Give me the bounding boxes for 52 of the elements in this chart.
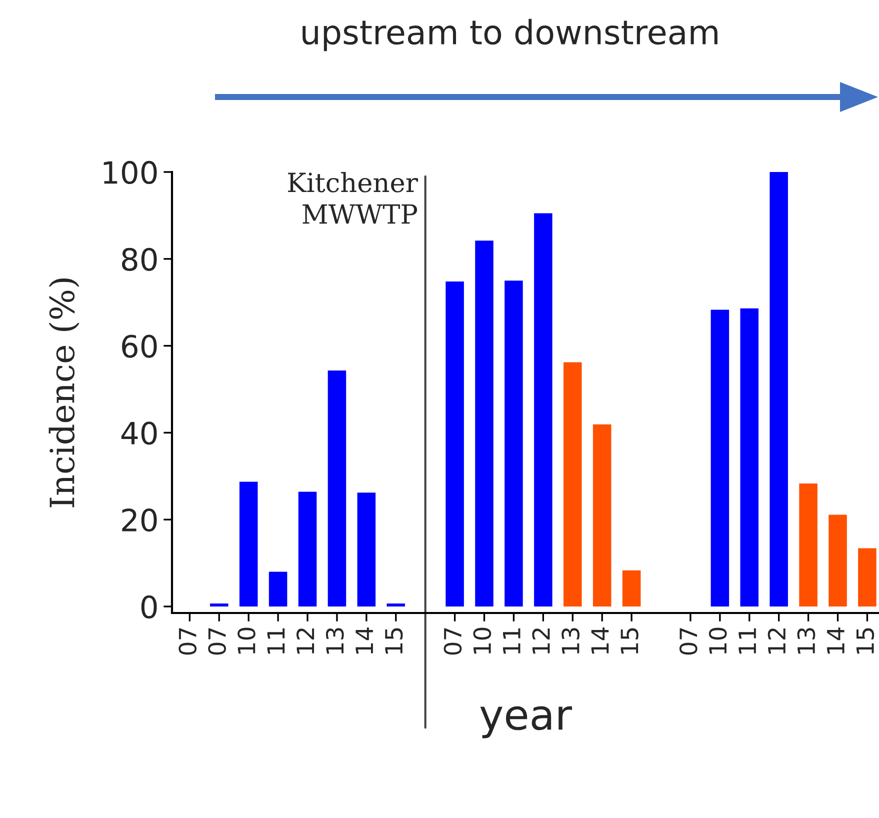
bar [710, 310, 730, 606]
x-tick-label: 12 [296, 628, 314, 654]
x-tick-label: 14 [827, 628, 844, 654]
x-tick-label: 15 [856, 628, 874, 654]
y-tick-label: 20 [122, 508, 157, 532]
x-axis-title: year [480, 706, 572, 738]
y-tick-label: 60 [122, 334, 157, 358]
x-tick-label: 12 [768, 628, 786, 654]
bar [386, 603, 406, 606]
x-tick-label: 07 [208, 628, 226, 655]
bar [622, 570, 641, 606]
annotation: Kitchener MWWTP [288, 172, 418, 224]
x-tick-label: 14 [356, 628, 373, 654]
x-tick-label: 14 [591, 628, 609, 654]
bar [268, 572, 288, 606]
x-tick-label: 13 [797, 628, 816, 654]
x-tick-label: 10 [473, 628, 492, 654]
y-tick-label: 100 [104, 160, 157, 184]
bar [564, 362, 582, 606]
x-tick-label: 10 [238, 628, 256, 654]
bar [328, 370, 346, 606]
bar [740, 308, 759, 606]
x-tick-label: 11 [738, 628, 756, 654]
x-tick-label: 13 [562, 628, 580, 654]
bar [475, 240, 494, 606]
bar [534, 213, 552, 606]
bar [770, 172, 788, 606]
bar [357, 492, 376, 606]
x-tick-label: 12 [532, 628, 550, 654]
x-tick-label: 07 [679, 628, 698, 655]
bar [858, 548, 876, 606]
bar [239, 482, 258, 606]
x-tick-label: 15 [385, 628, 403, 654]
x-tick-label: 07 [178, 628, 197, 655]
bar [592, 424, 612, 606]
bar [504, 280, 523, 606]
bar [446, 281, 464, 606]
x-tick-label: 07 [444, 628, 462, 655]
x-tick-label: 15 [620, 628, 638, 654]
x-tick-label: 10 [708, 628, 727, 654]
y-axis-title: Incidence (%) [48, 278, 80, 508]
bar [828, 514, 847, 606]
y-tick-label: 80 [122, 248, 157, 271]
text: upstream to downstream [302, 18, 718, 52]
x-tick-label: 13 [326, 628, 344, 654]
y-tick-label: 0 [141, 595, 157, 619]
x-tick-label: 11 [267, 628, 285, 654]
bar [298, 492, 317, 606]
bar [210, 603, 228, 606]
x-tick-label: 11 [503, 628, 520, 654]
bar [799, 484, 818, 606]
y-tick-label: 40 [121, 422, 157, 445]
